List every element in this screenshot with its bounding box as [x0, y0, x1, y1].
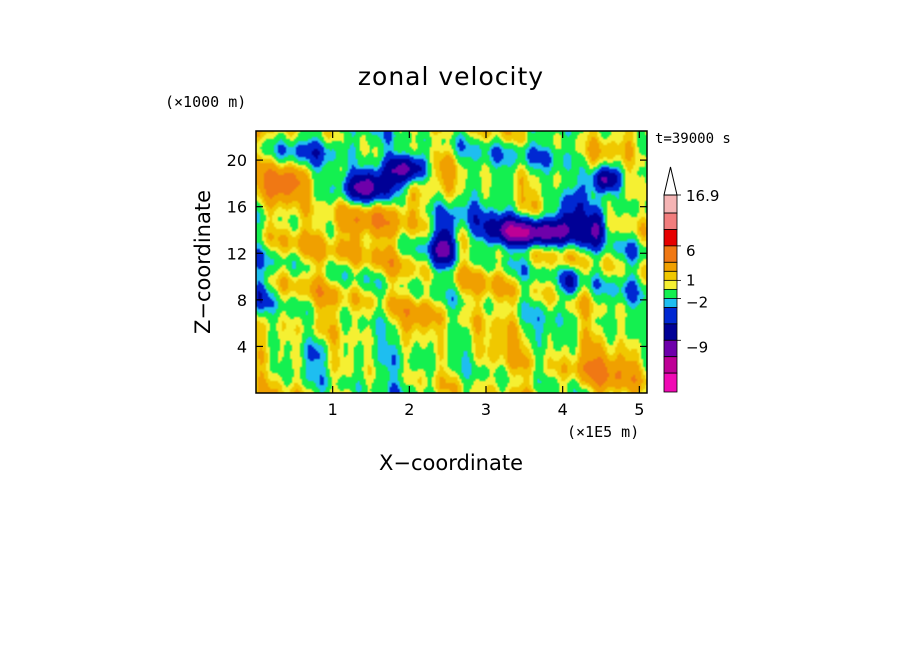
colorbar-swatch: [663, 372, 678, 393]
x-tick-label: 1: [328, 400, 338, 419]
chart-title: zonal velocity: [358, 62, 544, 91]
y-tick-label: 4: [237, 337, 247, 356]
colorbar-swatch: [663, 288, 678, 299]
colorbar-swatch: [663, 194, 678, 214]
x-scale-note: (×1E5 m): [567, 423, 639, 441]
colorbar-swatch: [663, 307, 678, 325]
y-axis: 4 8 12 16 20: [227, 151, 647, 356]
colorbar-swatch: [663, 298, 678, 308]
colorbar-swatch: [663, 356, 678, 374]
colorbar-label: −9: [686, 338, 708, 356]
x-tick-label: 5: [634, 400, 644, 419]
colorbar: 16.9 6 1 −2 −9: [663, 166, 719, 393]
colorbar-swatch: [663, 261, 678, 272]
colorbar-swatch: [663, 279, 678, 290]
plot-frame: [255, 130, 648, 394]
colorbar-label: 6: [686, 242, 696, 260]
y-scale-note: (×1000 m): [165, 93, 246, 111]
velocity-field: [256, 131, 647, 393]
y-tick-label: 20: [227, 151, 247, 170]
colorbar-swatch: [663, 245, 678, 263]
colorbar-swatch: [663, 212, 678, 230]
x-axis: 1 2 3 4 5: [328, 131, 644, 419]
colorbar-label: −2: [686, 293, 708, 311]
colorbar-swatch: [663, 323, 678, 341]
x-axis-label: X−coordinate: [379, 451, 523, 475]
x-tick-label: 4: [558, 400, 568, 419]
colorbar-swatch: [663, 229, 678, 247]
colorbar-label: 1: [686, 271, 696, 289]
time-label: t=39000 s: [655, 131, 731, 147]
colorbar-extend-arrow: [663, 166, 678, 196]
colorbar-swatch: [663, 339, 678, 358]
colorbar-swatch: [663, 270, 678, 281]
y-axis-label: Z−coordinate: [191, 190, 215, 334]
y-tick-label: 8: [237, 291, 247, 310]
y-tick-label: 12: [227, 244, 247, 263]
x-tick-label: 3: [481, 400, 491, 419]
plot-area: [255, 130, 648, 394]
y-tick-label: 16: [227, 198, 247, 217]
colorbar-label: 16.9: [686, 187, 719, 205]
x-tick-label: 2: [404, 400, 414, 419]
